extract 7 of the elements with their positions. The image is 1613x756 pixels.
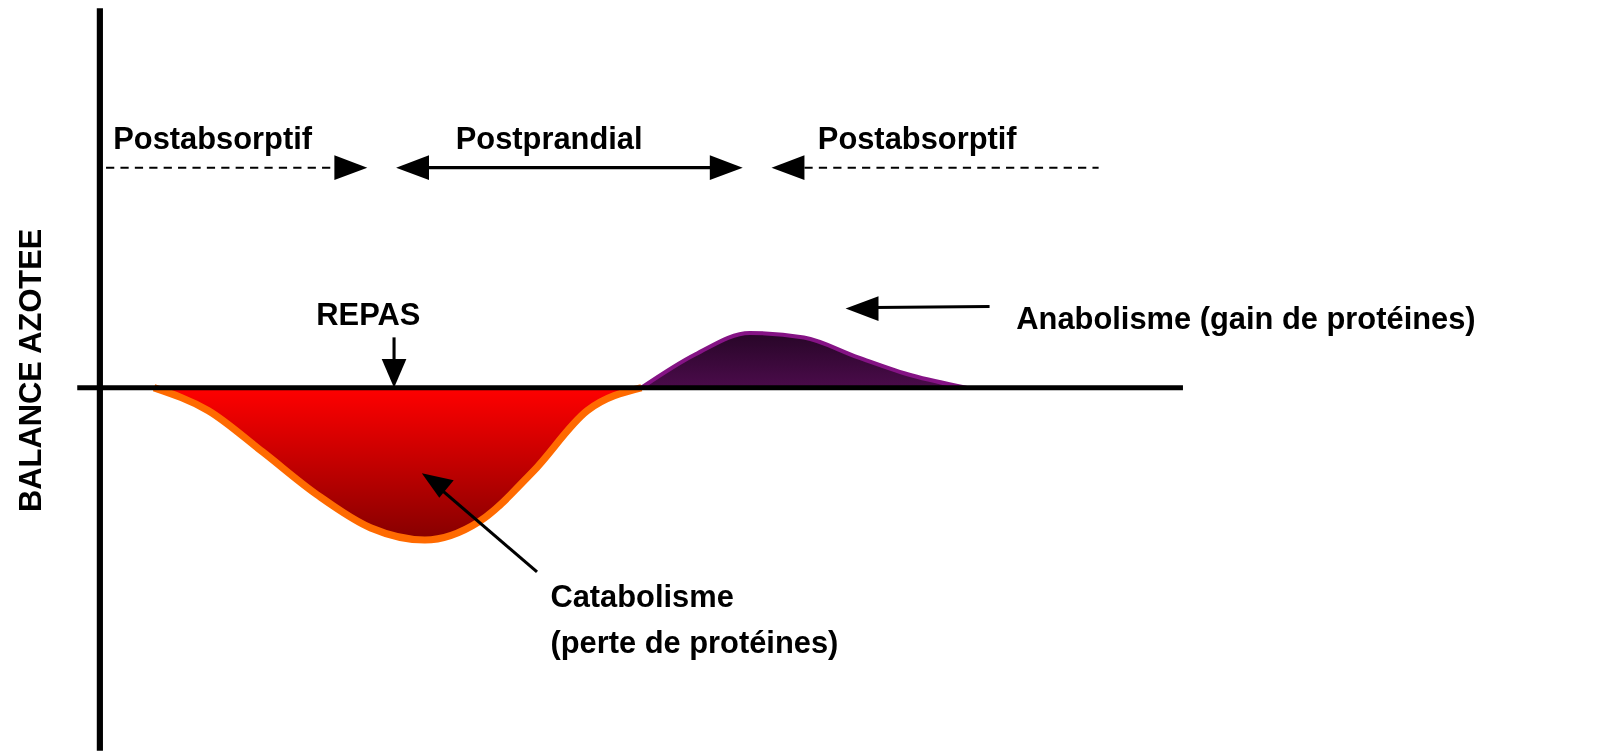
text: REPAS xyxy=(316,297,421,333)
text: Postabsorptif xyxy=(113,121,313,157)
text: Postabsorptif xyxy=(817,121,1018,157)
text: Catabolisme (perte de protéines) xyxy=(550,578,839,661)
text: Postprandial xyxy=(455,121,643,157)
annotation: Anabolisme (gain de protéines) xyxy=(1016,301,1476,337)
y-axis-title: BALANCE AZOTEE xyxy=(13,228,49,512)
